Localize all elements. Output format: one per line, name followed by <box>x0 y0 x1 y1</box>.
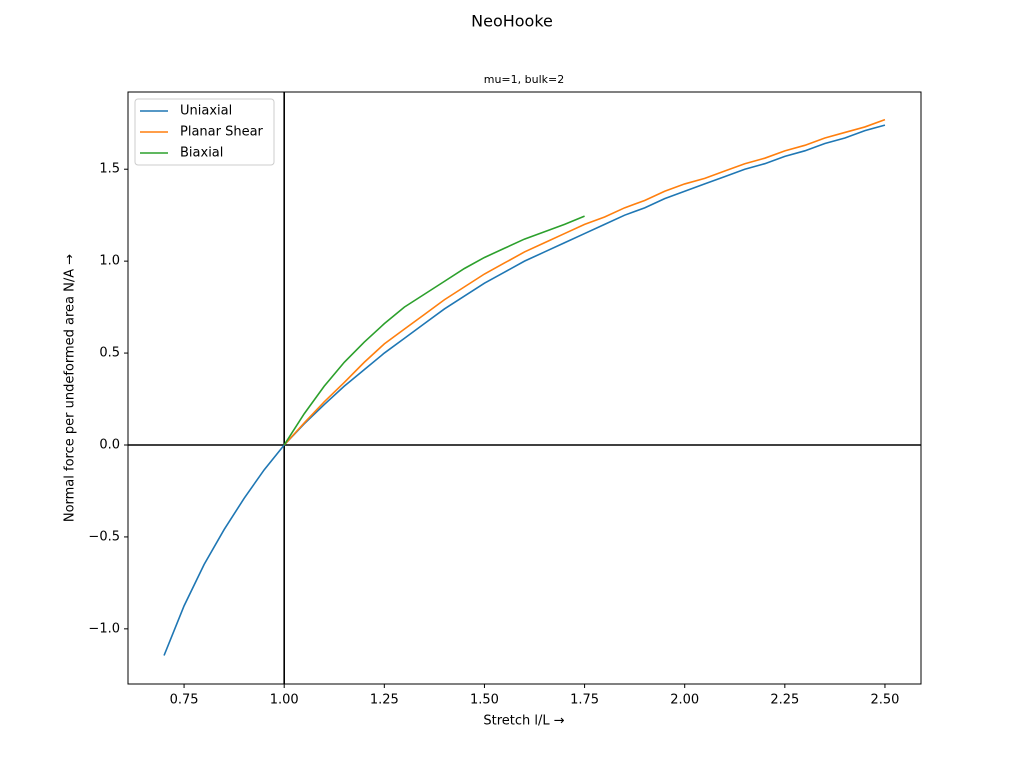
x-tick-label: 1.25 <box>370 693 399 708</box>
chart-title: NeoHooke <box>471 12 553 31</box>
y-tick-label: 0.0 <box>99 437 120 452</box>
x-tick-label: 1.50 <box>470 693 499 708</box>
y-axis-label: Normal force per undeformed area N/A → <box>63 254 78 522</box>
y-tick-label: 1.0 <box>99 254 120 269</box>
x-tick-label: 1.00 <box>270 693 299 708</box>
x-axis-label: Stretch l/L → <box>483 714 564 729</box>
x-tick-label: 2.50 <box>870 693 899 708</box>
y-tick-label: 1.5 <box>99 162 120 177</box>
x-tick-label: 1.75 <box>570 693 599 708</box>
legend-label: Uniaxial <box>180 104 232 119</box>
chart-subtitle: mu=1, bulk=2 <box>484 73 565 86</box>
series-line <box>163 124 886 656</box>
x-tick-label: 2.00 <box>670 693 699 708</box>
y-tick-label: −1.0 <box>88 621 120 636</box>
y-tick-label: −0.5 <box>88 529 120 544</box>
x-tick-label: 2.25 <box>770 693 799 708</box>
y-tick-label: 0.5 <box>99 346 120 361</box>
series-line <box>283 215 585 446</box>
plot-frame <box>127 91 922 685</box>
x-tick-label: 0.75 <box>170 693 199 708</box>
series-line <box>283 118 886 446</box>
legend-box <box>134 98 275 166</box>
legend-label: Planar Shear <box>180 125 264 140</box>
legend-label: Biaxial <box>180 146 223 161</box>
